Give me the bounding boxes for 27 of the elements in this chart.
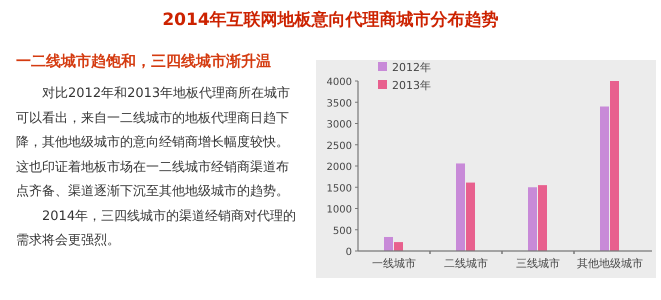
y-tick-label: 500 — [332, 226, 352, 237]
y-tick-label: 2500 — [326, 140, 352, 152]
bar — [394, 242, 403, 251]
bar — [528, 187, 537, 251]
y-tick-label: 3000 — [326, 120, 352, 130]
y-tick-label: 3500 — [326, 98, 352, 110]
y-tick-label: 4000 — [326, 77, 352, 88]
bar — [538, 185, 547, 251]
legend-label: 2012年 — [392, 61, 431, 74]
x-tick-label: 三线城市 — [516, 257, 560, 270]
bar — [384, 236, 393, 251]
text: 2014年，三四线城市的渠道经销商对代理的需求将会更强烈。 — [16, 208, 298, 250]
y-tick-label: 1500 — [326, 183, 352, 194]
bar — [610, 81, 619, 251]
x-tick-label: 一线城市 — [372, 257, 416, 270]
bar — [456, 163, 465, 251]
y-tick-label: 2000 — [326, 162, 352, 173]
y-tick-label: 1000 — [326, 204, 352, 216]
y-tick-label: 0 — [346, 247, 352, 258]
chart-title: 2014年互联网地板意向代理商城市分布趋势 — [161, 9, 500, 31]
legend-label: 2013年 — [392, 79, 431, 92]
bar — [466, 182, 475, 251]
text: 对比2012年和2013年地板代理商所在城市可以看出，来自一二线城市的地板代理商日趋下降，其他地级城市的意向经销商增长幅度较快。这也印证着地板市场在一二线城市经销商渠道布点齐备、渠道逐渐下沉至其他地级城市的趋势。 — [16, 85, 292, 201]
x-tick-label: 二线城市 — [444, 257, 488, 270]
bar — [600, 106, 609, 251]
x-tick-label: 其他地级城市 — [577, 257, 643, 270]
text: 一二线城市趋饱和，三四线城市渐升温 — [16, 52, 272, 71]
